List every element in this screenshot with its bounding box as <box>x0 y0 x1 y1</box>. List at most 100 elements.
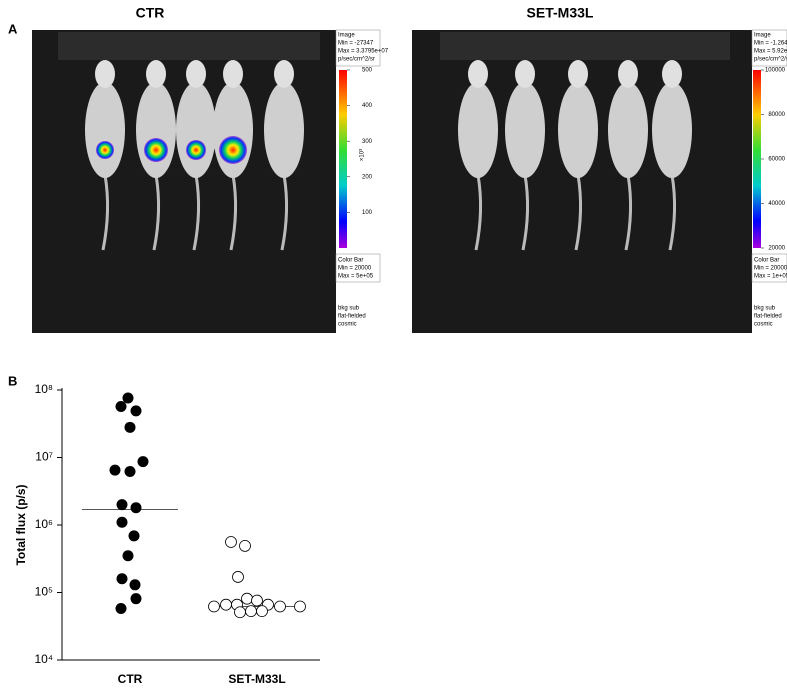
colorbar-tick-label: 20000 <box>768 246 785 252</box>
note: bkg sub <box>338 306 360 312</box>
tail <box>474 174 483 251</box>
colorbar-tick-label: 500 <box>362 68 373 74</box>
colorbar <box>753 70 761 248</box>
tail <box>574 174 583 251</box>
mouse-body <box>85 82 125 178</box>
y-tick-label: 10⁸ <box>35 382 53 396</box>
plate <box>58 32 320 60</box>
signal <box>219 136 247 164</box>
note: cosmic <box>754 322 773 328</box>
data-point <box>239 540 251 552</box>
data-point <box>129 579 141 591</box>
y-tick-label: 10⁶ <box>35 517 53 531</box>
colorbar-info: Max = 1e+05 <box>754 274 787 280</box>
mouse-head <box>186 60 206 88</box>
colorbar <box>339 70 347 248</box>
data-point <box>232 571 244 583</box>
colorbar-info: Min = 20000 <box>338 266 372 272</box>
data-point <box>124 466 136 478</box>
mouse-head <box>468 60 488 88</box>
mouse-head <box>146 60 166 88</box>
data-point <box>130 405 142 417</box>
note: flat-fielded <box>338 314 366 320</box>
image-info: p/sec/cm^2/sr <box>754 57 787 63</box>
info-box <box>751 253 787 283</box>
mouse-body <box>558 82 598 178</box>
x-tick-label: CTR <box>118 672 143 686</box>
data-point <box>124 421 136 433</box>
y-tick-label: 10⁷ <box>35 450 53 464</box>
colorbar-tick-label: 40000 <box>768 201 785 207</box>
tail <box>521 174 530 251</box>
mouse-head <box>618 60 638 88</box>
image-info: Image <box>754 33 771 39</box>
mouse-body <box>136 82 176 178</box>
y-tick-label: 10⁵ <box>35 585 53 599</box>
panel-label: A <box>8 21 18 36</box>
tail <box>152 174 161 251</box>
mouse-body <box>176 82 216 178</box>
signal <box>144 138 168 162</box>
data-point <box>122 392 134 404</box>
data-point <box>116 499 128 511</box>
data-point <box>234 606 246 619</box>
image-info: p/sec/cm^2/sr <box>338 57 375 63</box>
mouse-head <box>223 60 243 88</box>
panel-title: SET-M33L <box>527 5 594 21</box>
colorbars: Image Min = -27347 Max = 3.3795e+07 p/sec/c… <box>335 29 787 328</box>
data-point <box>122 550 134 562</box>
mouse-head <box>95 60 115 88</box>
signal <box>96 141 114 159</box>
data-point <box>115 400 127 412</box>
tail <box>624 174 633 251</box>
mice <box>85 60 692 251</box>
y-axis-label: Total flux (p/s) <box>14 484 28 565</box>
data-point <box>115 602 127 614</box>
signal <box>186 140 206 160</box>
data-point <box>225 536 237 548</box>
image-info: Image <box>338 33 355 39</box>
info-box <box>751 29 787 67</box>
mouse-head <box>662 60 682 88</box>
plate <box>440 32 730 60</box>
mouse-head <box>274 60 294 88</box>
data-point <box>208 600 220 613</box>
colorbar-info: Color Bar <box>754 258 779 264</box>
image-info: Min = -1.2646e+05 <box>754 41 787 47</box>
data-point <box>241 592 253 605</box>
mouse-head <box>568 60 588 88</box>
note: bkg sub <box>754 306 776 312</box>
data-point <box>245 605 257 618</box>
colorbar-tick-label: 300 <box>362 139 373 145</box>
image-info: Min = -27347 <box>338 41 374 47</box>
data-point <box>137 456 149 468</box>
mouse-body <box>652 82 692 178</box>
y-tick-label: 10⁴ <box>34 652 53 666</box>
data-point <box>130 593 142 605</box>
panel-title: CTR <box>136 5 165 21</box>
image-info: Max = 5.92e+05 <box>754 49 787 55</box>
tail <box>229 174 238 251</box>
data-point <box>274 600 286 613</box>
data-point <box>109 464 121 476</box>
image-info: Max = 3.3795e+07 <box>338 49 389 55</box>
x-tick-label: SET-M33L <box>228 672 285 686</box>
tail <box>101 174 110 251</box>
data-point <box>251 594 263 607</box>
mouse-body <box>264 82 304 178</box>
data-point <box>294 600 306 613</box>
info-box <box>335 253 381 283</box>
info-box <box>335 29 381 67</box>
colorbar-info: Color Bar <box>338 258 363 264</box>
colorbar-info: Max = 5e+05 <box>338 274 374 280</box>
colorbar-tick-label: 60000 <box>768 157 785 163</box>
colorbar-tick-label: 100000 <box>765 68 786 74</box>
panel-label: B <box>8 373 17 388</box>
colorbar-tick-label: 200 <box>362 174 373 180</box>
data-point <box>116 516 128 528</box>
colorbar-tick-label: 80000 <box>768 112 785 118</box>
colorbar-info: Min = 20000 <box>754 266 787 272</box>
colorbar-tick-label: 100 <box>362 210 373 216</box>
tail <box>668 174 677 251</box>
